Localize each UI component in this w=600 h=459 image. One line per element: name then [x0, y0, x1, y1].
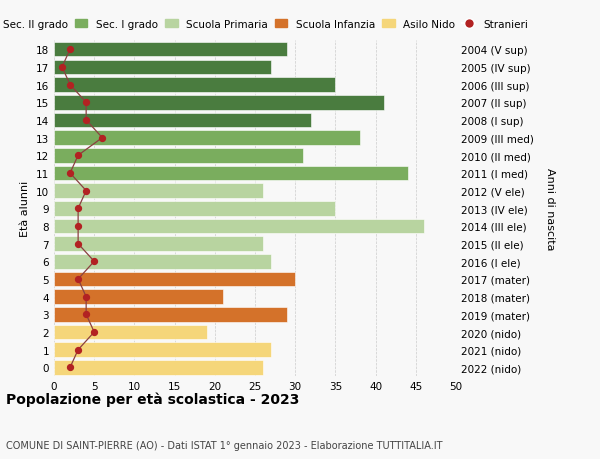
- Bar: [54, 184, 263, 198]
- Point: [82, 99, 91, 106]
- Point: [73, 276, 83, 283]
- Point: [89, 329, 99, 336]
- Bar: [54, 272, 295, 286]
- Point: [73, 223, 83, 230]
- Bar: [54, 113, 311, 128]
- Bar: [54, 43, 287, 57]
- Y-axis label: Età alunni: Età alunni: [20, 181, 31, 237]
- Bar: [54, 219, 424, 234]
- Bar: [54, 237, 263, 252]
- Bar: [54, 290, 223, 304]
- Bar: [54, 325, 207, 340]
- Point: [97, 134, 107, 142]
- Bar: [54, 96, 383, 110]
- Legend: Sec. II grado, Sec. I grado, Scuola Primaria, Scuola Infanzia, Asilo Nido, Stran: Sec. II grado, Sec. I grado, Scuola Prim…: [0, 17, 531, 33]
- Bar: [54, 202, 335, 216]
- Point: [73, 241, 83, 248]
- Point: [73, 346, 83, 353]
- Point: [89, 258, 99, 265]
- Bar: [54, 149, 303, 163]
- Point: [65, 46, 75, 54]
- Point: [65, 170, 75, 177]
- Bar: [54, 360, 263, 375]
- Bar: [54, 166, 408, 181]
- Point: [57, 64, 67, 72]
- Bar: [54, 78, 335, 93]
- Point: [73, 205, 83, 213]
- Bar: [54, 255, 271, 269]
- Point: [82, 311, 91, 319]
- Point: [65, 364, 75, 371]
- Bar: [54, 343, 271, 357]
- Point: [65, 82, 75, 89]
- Point: [73, 152, 83, 160]
- Point: [82, 117, 91, 124]
- Y-axis label: Anni di nascita: Anni di nascita: [545, 168, 555, 250]
- Point: [82, 293, 91, 301]
- Bar: [54, 131, 359, 146]
- Bar: [54, 61, 271, 75]
- Point: [82, 188, 91, 195]
- Bar: [54, 308, 287, 322]
- Text: Popolazione per età scolastica - 2023: Popolazione per età scolastica - 2023: [6, 392, 299, 406]
- Text: COMUNE DI SAINT-PIERRE (AO) - Dati ISTAT 1° gennaio 2023 - Elaborazione TUTTITAL: COMUNE DI SAINT-PIERRE (AO) - Dati ISTAT…: [6, 440, 443, 450]
